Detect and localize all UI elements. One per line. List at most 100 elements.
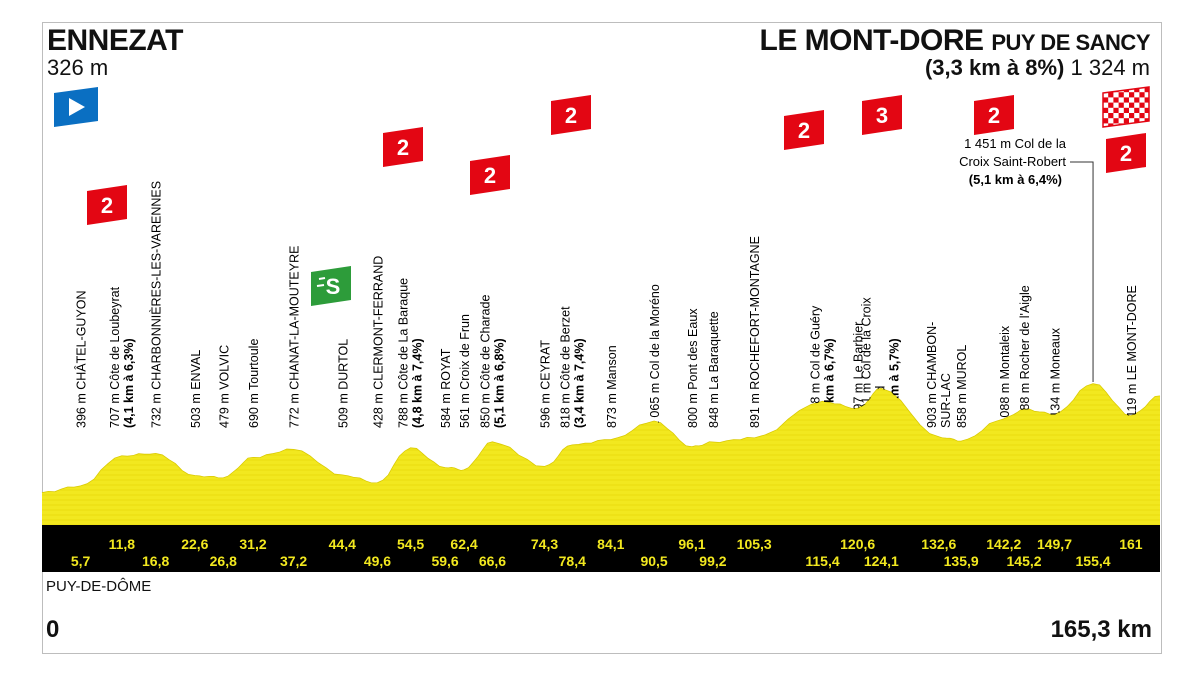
kom-category-icon: 2 — [87, 185, 127, 225]
checker-square — [1129, 113, 1135, 119]
waypoint-label: 707 m Côte de Loubeyrat (4,1 km à 6,3%) — [108, 286, 136, 428]
checker-square — [1118, 123, 1124, 127]
km-label: 120,6 — [840, 536, 875, 552]
checker-square — [1144, 107, 1149, 113]
finish-details: (3,3 km à 8%) 1 324 m — [925, 55, 1150, 81]
start-arrow-shape — [69, 98, 85, 116]
waypoint-label: 479 m VOLVIC — [217, 345, 231, 428]
start-flag-icon — [54, 87, 98, 127]
waypoint-label: 788 m Côte de La Baraque (4,8 km à 7,4%) — [397, 278, 425, 428]
waypoint-label-text: 561 m Croix de Frun — [458, 314, 472, 428]
annotation-climb: (5,1 km à 6,4%) — [969, 172, 1062, 187]
finish-heading: LE MONT-DORE PUY DE SANCY — [759, 24, 1151, 58]
checker-square — [1134, 107, 1140, 113]
waypoint-label: 509 m DURTOL — [336, 339, 350, 428]
km-label: 132,6 — [921, 536, 956, 552]
waypoint-label-text: 732 m CHARBONNIÈRES-LES-VARENNES — [149, 181, 164, 428]
checker-square — [1144, 87, 1149, 93]
elevation-profile — [42, 384, 1160, 525]
finish-town: LE MONT-DORE — [759, 24, 985, 57]
waypoint-label-text: 479 m VOLVIC — [217, 345, 231, 428]
km-start: 0 — [46, 616, 60, 643]
kom-category-icon: 2 — [551, 95, 591, 135]
kom-category-icon: 2 — [784, 110, 824, 150]
km-label: 31,2 — [239, 536, 266, 552]
km-label: 142,2 — [986, 536, 1021, 552]
waypoint-label: 396 m CHÂTEL-GUYON — [74, 290, 89, 428]
annotation-leader — [1070, 161, 1094, 382]
waypoint-label-text: 1 197 m Le Barbier — [852, 322, 866, 428]
waypoint-label-text: 690 m Tourtoule — [247, 339, 261, 428]
waypoint-climb-text: (3,4 km à 7,4%) — [572, 338, 586, 428]
kom-category-icon: 3 — [862, 95, 902, 135]
waypoint-label-text: 596 m CEYRAT — [539, 340, 553, 428]
waypoint-label: 584 m ROYAT — [439, 348, 453, 428]
waypoint-label-text: 1 119 m LE MONT-DORE — [1125, 285, 1139, 428]
km-label: 74,3 — [531, 536, 558, 552]
kom-category-label: 2 — [397, 135, 409, 160]
km-label: 96,1 — [678, 536, 705, 552]
kom-flag-shape — [1106, 133, 1146, 173]
km-label: 59,6 — [431, 553, 458, 569]
km-label: 37,2 — [280, 553, 307, 569]
waypoint-label: 818 m Côte de Berzet (3,4 km à 7,4%) — [558, 306, 586, 428]
checker-square — [1113, 107, 1119, 113]
waypoint-label-text-2: SUR-LAC — [939, 373, 953, 428]
kom-category-label: 2 — [101, 193, 113, 218]
waypoint-label-text: 1 065 m Col de la Moréno — [648, 284, 662, 428]
waypoint-label: 1 134 m Moneaux — [1048, 327, 1062, 428]
checker-square — [1108, 92, 1114, 98]
km-label: 22,6 — [181, 536, 208, 552]
waypoint-label: 503 m ENVAL — [189, 350, 203, 428]
checker-square — [1139, 92, 1145, 98]
waypoint-label-text: 858 m MUROL — [955, 345, 969, 428]
checker-square — [1103, 118, 1109, 124]
km-label: 11,8 — [109, 536, 136, 552]
checker-square — [1118, 92, 1124, 98]
waypoint-label-text: 396 m CHÂTEL-GUYON — [74, 290, 89, 428]
km-label: 84,1 — [597, 536, 624, 552]
waypoint-label-text: 428 m CLERMONT-FERRAND — [371, 256, 385, 428]
checker-square — [1123, 118, 1129, 124]
sprint-icon: S — [311, 266, 351, 306]
km-end: 165,3 km — [1050, 616, 1152, 643]
waypoint-label-text: 584 m ROYAT — [439, 348, 453, 428]
waypoint-label-text: 818 m Côte de Berzet — [558, 306, 572, 428]
kom-flag-shape — [551, 95, 591, 135]
sprint-label: S — [326, 274, 341, 299]
waypoint-label: 848 m La Baraquette — [707, 311, 721, 428]
checker-square — [1118, 113, 1124, 119]
checker-square — [1144, 118, 1149, 124]
km-label: 26,8 — [210, 553, 237, 569]
checker-square — [1103, 87, 1109, 93]
kom-flag-shape — [862, 95, 902, 135]
annotation-line-2: Croix Saint-Robert — [959, 154, 1066, 169]
waypoint-label: 858 m MUROL — [955, 345, 969, 428]
waypoint-label: 596 m CEYRAT — [539, 340, 553, 428]
waypoint-climb-text: (4,1 km à 6,3%) — [122, 338, 136, 428]
waypoint-label: 732 m CHARBONNIÈRES-LES-VARENNES — [149, 181, 164, 428]
km-label: 78,4 — [559, 553, 586, 569]
kom-category-label: 2 — [565, 103, 577, 128]
start-town: ENNEZAT — [47, 24, 183, 57]
checker-square — [1134, 87, 1140, 93]
km-label: 124,1 — [864, 553, 899, 569]
kom-flag-shape — [87, 185, 127, 225]
km-label: 90,5 — [640, 553, 667, 569]
km-label: 5,7 — [71, 553, 91, 569]
waypoint-label: 1 119 m LE MONT-DORE — [1125, 285, 1139, 428]
waypoint-label: 800 m Pont des Eaux — [686, 308, 700, 428]
waypoint-label: 873 m Manson — [605, 345, 619, 428]
km-bar — [42, 525, 1160, 572]
checker-square — [1113, 118, 1119, 124]
checker-square — [1134, 97, 1140, 103]
waypoint-label-text: 509 m DURTOL — [336, 339, 350, 428]
finish-summit: PUY DE SANCY — [991, 30, 1150, 55]
waypoint-label: 903 m CHAMBON- SUR-LAC — [925, 322, 953, 428]
kom-category-label: 3 — [876, 103, 888, 128]
checker-square — [1129, 92, 1135, 98]
waypoint-label-text: 1 088 m Montaleix — [998, 325, 1012, 428]
checker-square — [1118, 102, 1124, 108]
waypoint-label: 1 088 m Montaleix — [998, 325, 1012, 428]
